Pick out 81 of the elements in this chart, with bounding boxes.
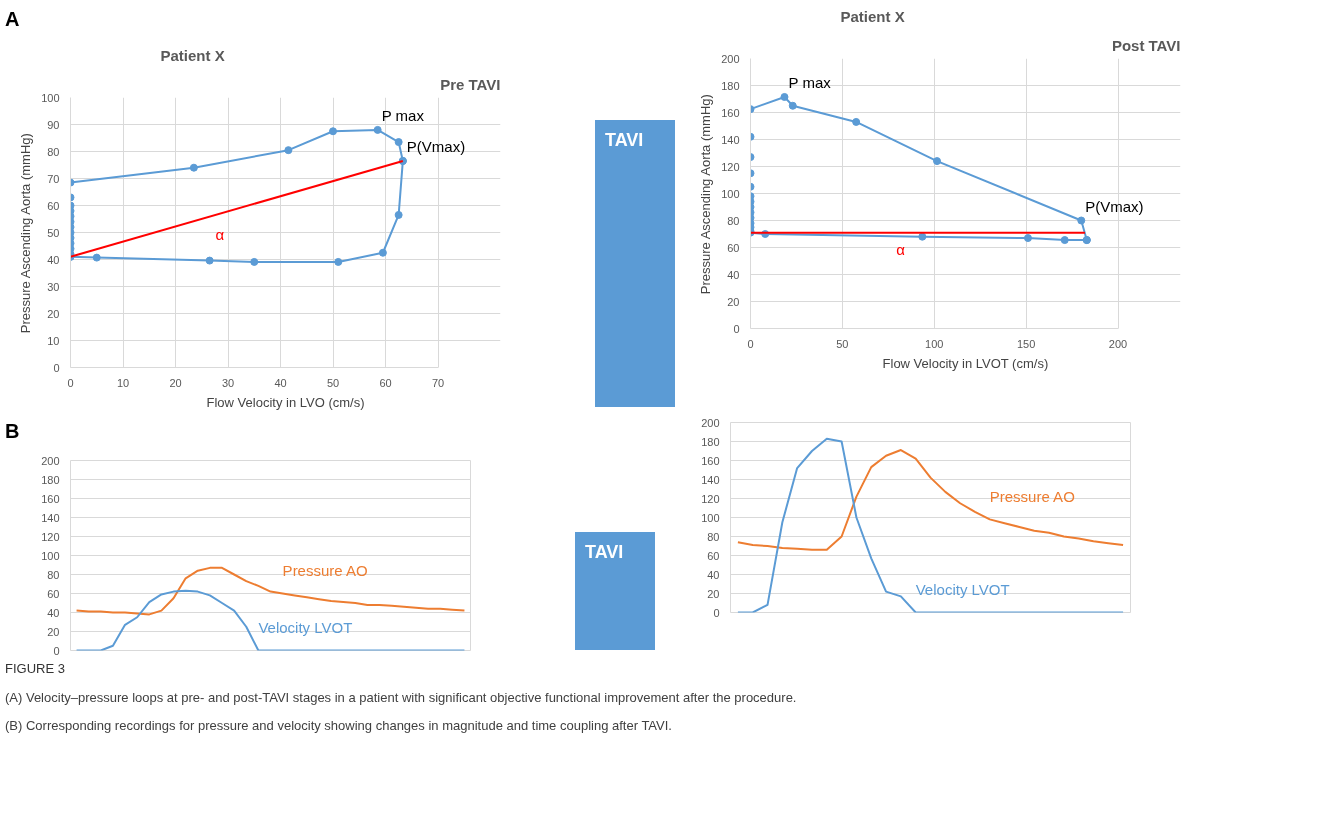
series-label: Pressure AO xyxy=(282,562,368,580)
chart-title: Patient X xyxy=(160,46,225,64)
x-tick-label: 10 xyxy=(116,376,130,389)
annotation: P max xyxy=(381,106,425,124)
chart-title: Patient X xyxy=(840,7,905,25)
y-tick-label: 160 xyxy=(41,492,60,505)
x-tick-label: 60 xyxy=(379,376,392,389)
y-tick-label: 20 xyxy=(727,295,740,308)
y-tick-label: 100 xyxy=(721,187,740,200)
annotation: P(Vmax) xyxy=(1085,197,1144,215)
x-tick-label: 0 xyxy=(67,376,74,389)
series-label: Pressure AO xyxy=(989,487,1075,505)
x-tick-label: 40 xyxy=(274,376,287,389)
y-tick-label: 60 xyxy=(47,199,60,212)
x-tick-label: 150 xyxy=(1016,337,1036,350)
x-axis-title: Flow Velocity in LVOT (cm/s) xyxy=(882,355,1049,371)
chart-subtitle: Post TAVI xyxy=(1111,36,1181,54)
y-tick-label: 90 xyxy=(47,118,60,131)
y-tick-label: 180 xyxy=(721,79,740,92)
text: (A) Velocity–pressure loops at pre- and post-TAVI stages in a patient with significant objective functional improvement after the procedure. xyxy=(5,688,797,707)
y-tick-label: 80 xyxy=(727,214,740,227)
annotation: P max xyxy=(788,73,832,91)
text: B xyxy=(5,418,20,444)
x-tick-label: 200 xyxy=(1108,337,1128,350)
text: A xyxy=(5,7,20,32)
annotation: P(Vmax) xyxy=(406,137,466,155)
y-tick-label: 60 xyxy=(47,587,60,600)
y-tick-label: 100 xyxy=(41,91,60,104)
y-tick-label: 80 xyxy=(47,568,60,581)
y-tick-label: 160 xyxy=(701,454,720,467)
y-tick-label: 0 xyxy=(53,644,60,657)
series-label: Velocity LVOT xyxy=(915,580,1010,598)
y-tick-label: 60 xyxy=(727,241,740,254)
x-tick-label: 50 xyxy=(326,376,340,389)
y-tick-label: 0 xyxy=(53,361,60,374)
y-tick-label: 20 xyxy=(47,625,60,638)
y-tick-label: 40 xyxy=(707,568,720,581)
y-tick-label: 100 xyxy=(41,549,60,562)
y-tick-label: 160 xyxy=(721,106,740,119)
y-tick-label: 200 xyxy=(701,416,720,429)
x-tick-label: 50 xyxy=(836,337,849,350)
text: TAVI xyxy=(605,129,644,152)
text: Pre TAVI xyxy=(440,75,501,93)
y-tick-label: 80 xyxy=(707,530,720,543)
y-tick-label: 120 xyxy=(41,530,60,543)
y-tick-label: 100 xyxy=(701,511,720,524)
y-tick-label: 20 xyxy=(707,587,720,600)
y-tick-label: 40 xyxy=(47,606,60,619)
y-tick-label: 120 xyxy=(721,160,740,173)
y-tick-label: 40 xyxy=(727,268,740,281)
x-tick-label: 70 xyxy=(431,376,445,389)
x-tick-label: 100 xyxy=(925,337,944,350)
y-tick-label: 40 xyxy=(47,253,60,266)
y-tick-label: 120 xyxy=(701,492,720,505)
annotation: α xyxy=(215,226,225,244)
y-tick-label: 200 xyxy=(721,52,740,65)
y-tick-label: 140 xyxy=(721,133,740,146)
x-tick-label: 30 xyxy=(221,376,235,389)
y-tick-label: 140 xyxy=(41,511,60,524)
text: (B) Corresponding recordings for pressure and velocity showing changes in magnitude and time coupling after TAVI. xyxy=(5,717,672,736)
y-tick-label: 30 xyxy=(47,280,60,293)
text: TAVI xyxy=(585,540,624,564)
y-tick-label: 180 xyxy=(701,435,720,448)
series-label: Velocity LVOT xyxy=(258,619,353,637)
y-tick-label: 70 xyxy=(47,172,60,185)
y-tick-label: 0 xyxy=(733,322,740,335)
x-tick-label: 0 xyxy=(747,337,754,350)
y-axis-title: Pressure Ascending Aorta (mmHg) xyxy=(698,94,714,295)
x-tick-label: 20 xyxy=(169,376,182,389)
y-tick-label: 80 xyxy=(47,145,60,158)
y-tick-label: 200 xyxy=(41,454,60,467)
y-tick-label: 60 xyxy=(707,549,720,562)
y-axis-title: Pressure Ascending Aorta (mmHg) xyxy=(18,132,34,333)
y-tick-label: 20 xyxy=(47,307,60,320)
y-tick-label: 50 xyxy=(47,226,60,239)
y-tick-label: 180 xyxy=(41,473,60,486)
y-tick-label: 140 xyxy=(701,473,720,486)
caption: FIGURE 3 xyxy=(5,660,65,679)
y-tick-label: 0 xyxy=(713,606,720,619)
x-axis-title: Flow Velocity in LVO (cm/s) xyxy=(206,394,365,410)
annotation: α xyxy=(896,240,906,258)
